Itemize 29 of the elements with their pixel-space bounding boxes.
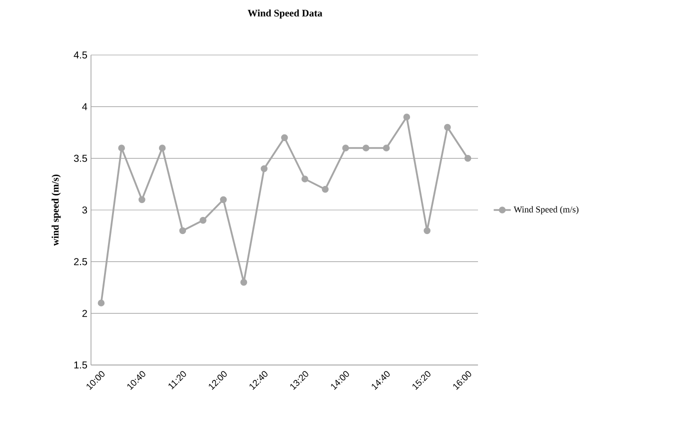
point [240, 278, 248, 286]
legend-label: Wind Speed (m/s) [514, 206, 578, 214]
point [403, 114, 410, 120]
point [200, 216, 206, 224]
point [118, 144, 125, 152]
point [342, 144, 350, 152]
point [464, 154, 472, 162]
y-tick-label: 3.5 [74, 154, 88, 162]
y-tick-label: 3 [82, 206, 88, 214]
y-tick-label: 4.5 [74, 52, 88, 58]
point [98, 300, 105, 306]
y-axis-title: wind speed (m/s) [52, 174, 61, 246]
point [158, 144, 166, 152]
y-tick-label: 2.5 [74, 258, 88, 266]
y-tick-label: 2 [82, 310, 87, 317]
point [138, 196, 146, 204]
point [424, 227, 430, 234]
y-tick-label: 4 [82, 103, 88, 110]
chart-title: Wind Speed Data [248, 9, 322, 19]
point [260, 165, 268, 172]
point [301, 176, 308, 182]
point [362, 144, 370, 152]
point [281, 134, 288, 142]
y-tick-label: 1.5 [74, 362, 88, 368]
point [322, 186, 329, 193]
point [179, 227, 186, 234]
point [444, 124, 451, 131]
point [382, 144, 390, 152]
point [220, 196, 227, 204]
